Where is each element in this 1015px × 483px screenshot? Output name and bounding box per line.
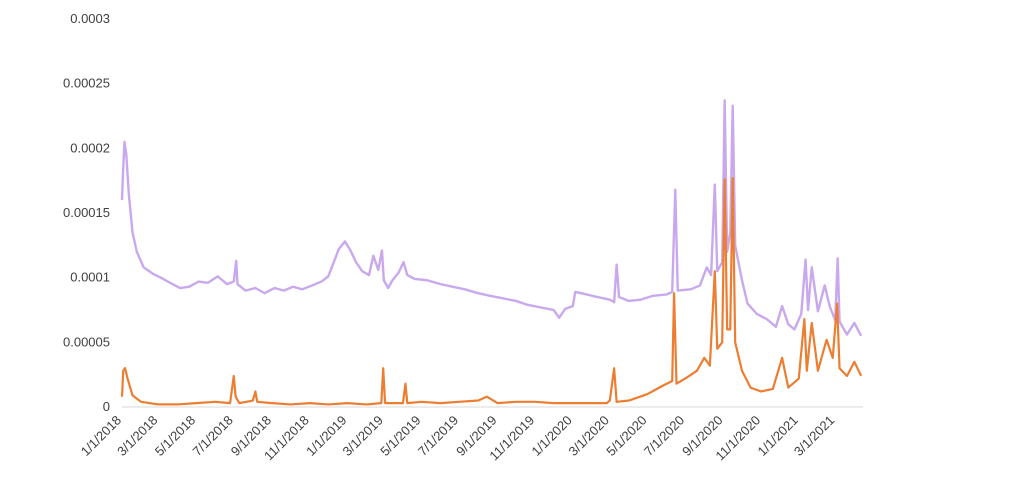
x-tick-label: 5/1/2020 — [603, 413, 649, 459]
x-tick-label: 3/1/2021 — [791, 413, 837, 459]
y-tick-label: 0.0001 — [70, 270, 110, 285]
y-tick-label: 0.00005 — [63, 334, 110, 349]
x-tick-label: 7/1/2018 — [189, 413, 235, 459]
y-tick-label: 0.00025 — [63, 76, 110, 91]
y-tick-label: 0.00015 — [63, 205, 110, 220]
x-tick-label: 7/1/2020 — [641, 413, 687, 459]
x-tick-label: 5/1/2018 — [152, 413, 198, 459]
series-layer — [120, 99, 863, 406]
x-tick-label: 3/1/2020 — [566, 413, 612, 459]
y-axis-labels: 0 0.00005 0.0001 0.00015 0.0002 0.00025 0.0003 — [63, 11, 110, 414]
y-tick-label: 0.0003 — [70, 11, 110, 26]
y-tick-label: 0.0002 — [70, 140, 110, 155]
x-tick-label: 7/1/2019 — [415, 413, 461, 459]
x-tick-label: 3/1/2018 — [114, 413, 160, 459]
series-line-2 — [120, 176, 863, 406]
y-tick-label: 0 — [103, 399, 110, 414]
x-axis-labels: 1/1/20183/1/20185/1/20187/1/20189/1/2018… — [78, 413, 838, 464]
x-tick-label: 3/1/2019 — [340, 413, 386, 459]
x-tick-label: 5/1/2019 — [377, 413, 423, 459]
series-line-1 — [120, 99, 863, 337]
